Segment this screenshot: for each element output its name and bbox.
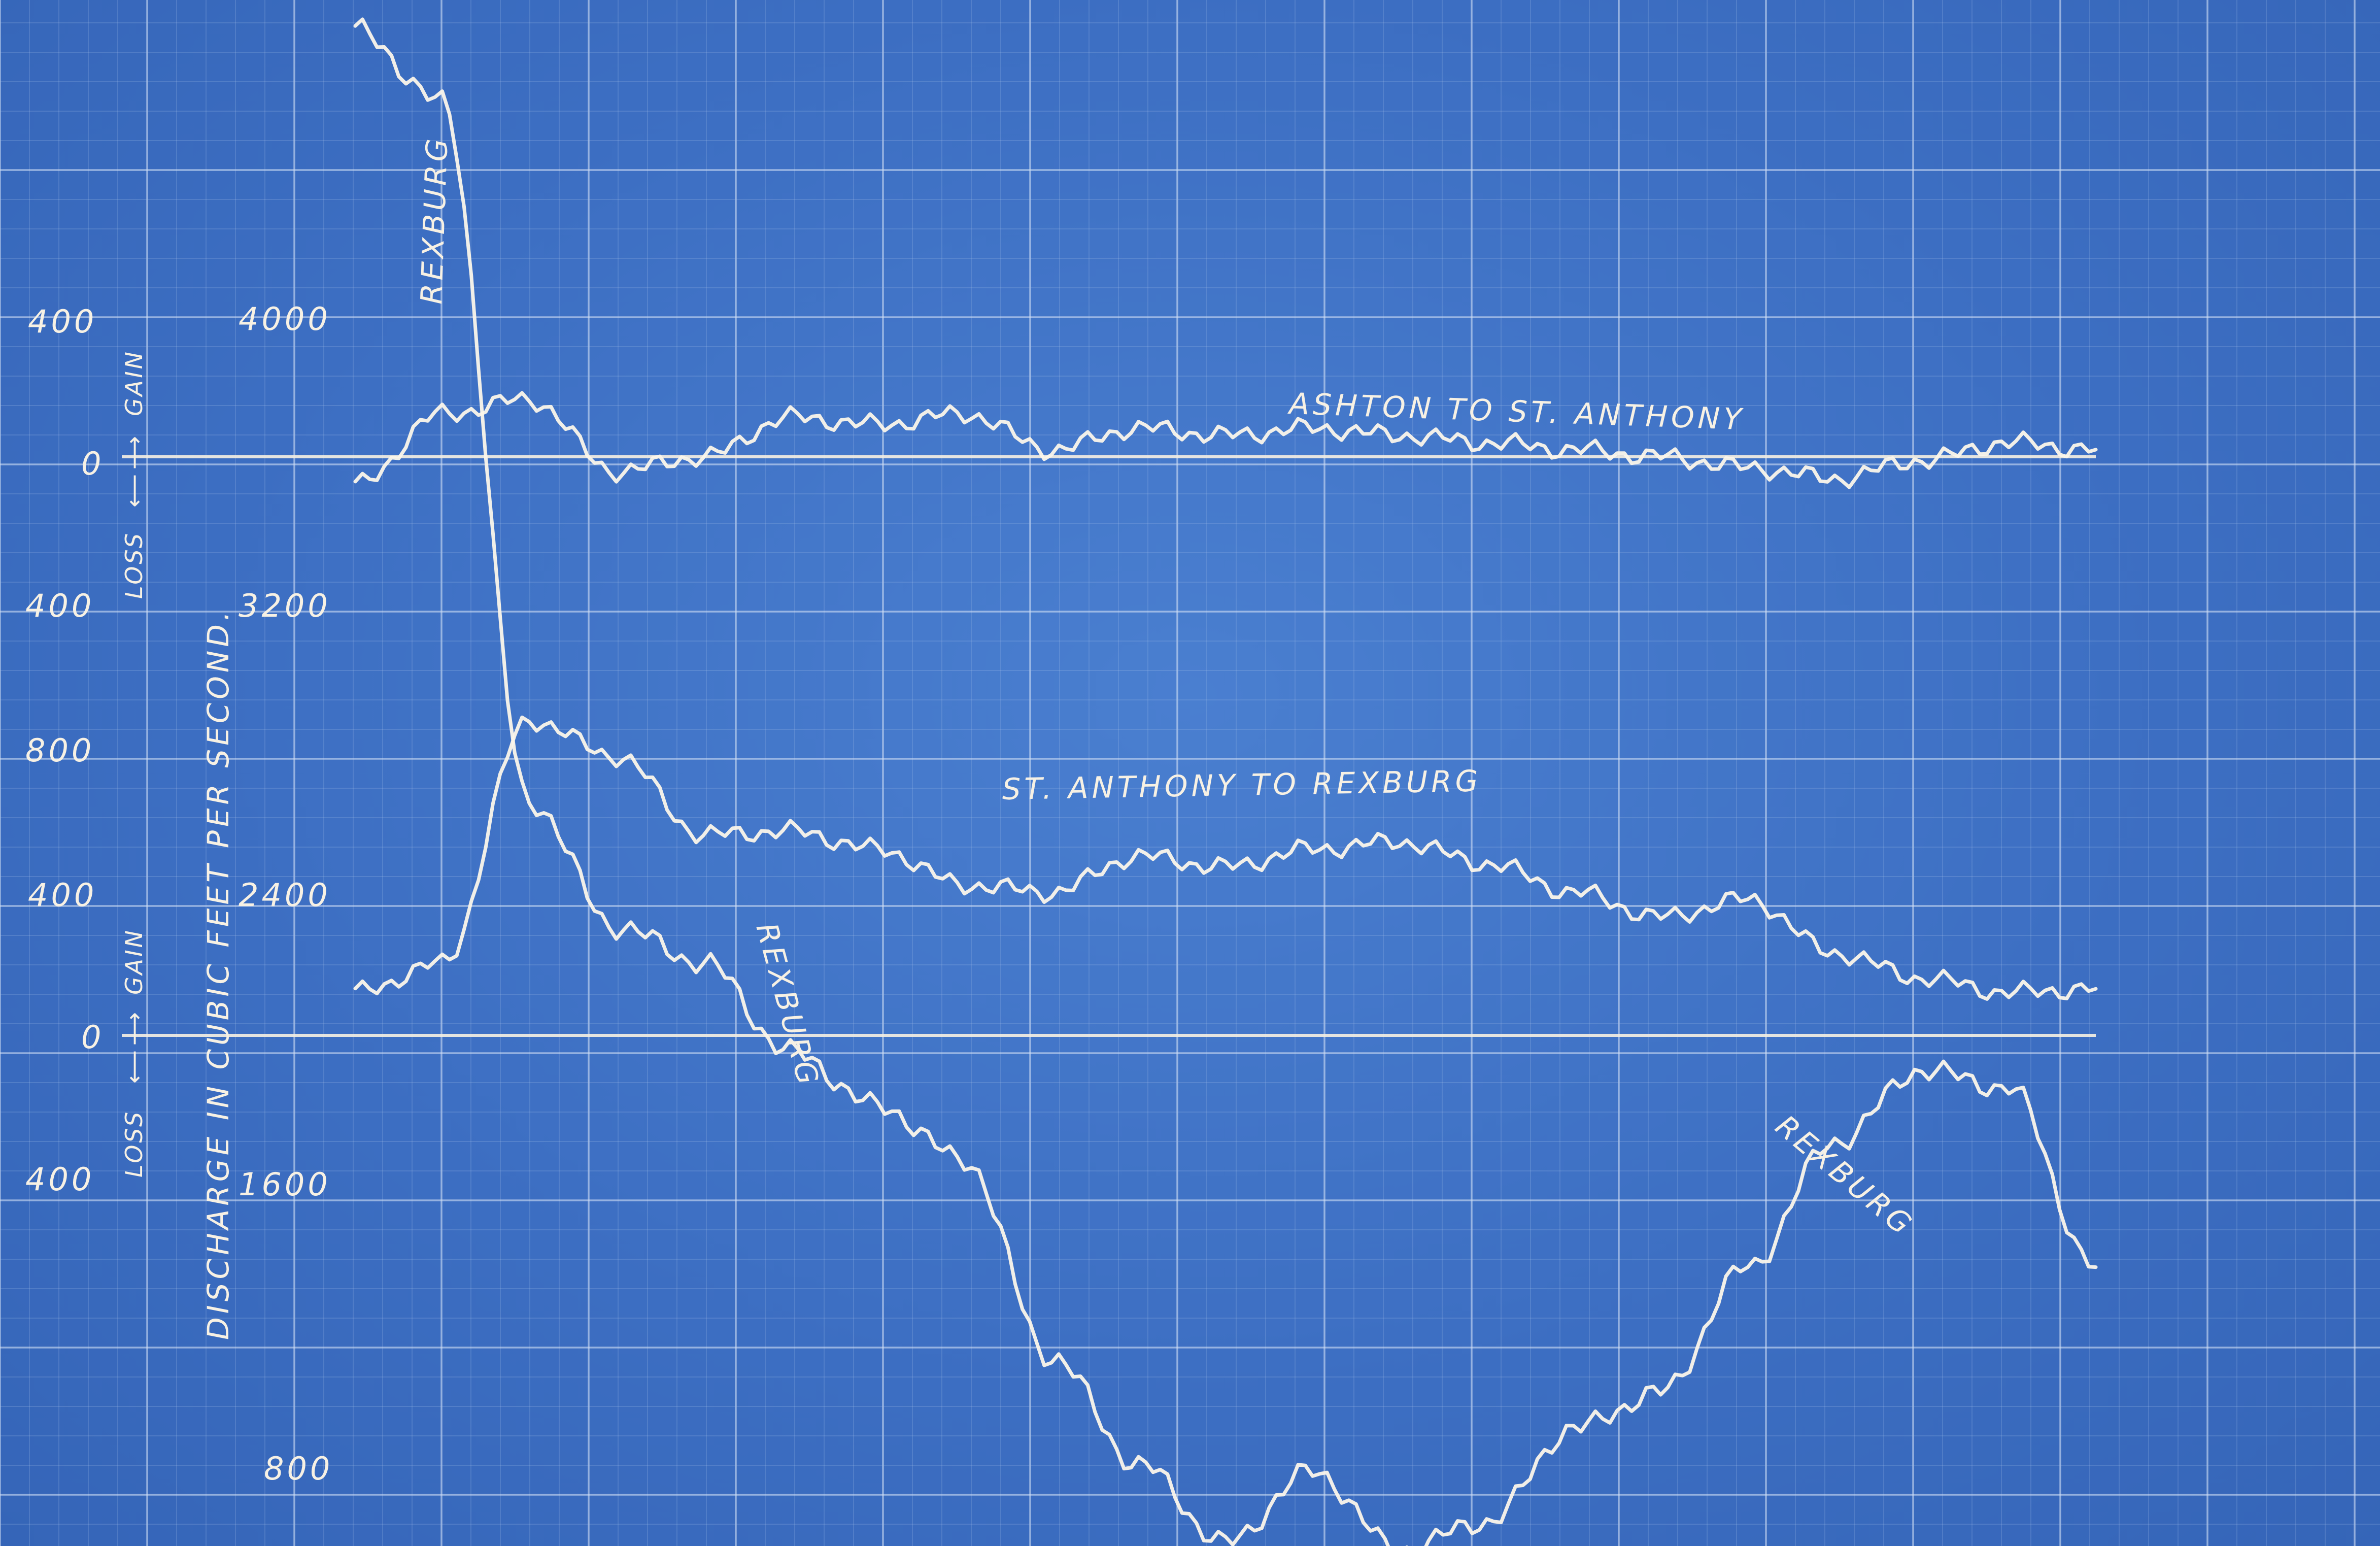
annotation-st-anthony-to-rexburg: ST. ANTHONY TO REXBURG: [1002, 764, 1482, 806]
middle-tick-zero: 0: [81, 1019, 104, 1056]
discharge-tick-3200: 3200: [239, 587, 331, 624]
discharge-tick-800: 800: [264, 1450, 333, 1487]
upper-tick-bottom: 400: [25, 587, 94, 624]
middle-loss-label: LOSS: [120, 1110, 148, 1178]
annotation-rexburg-right: REXBURG: [1769, 1108, 1921, 1243]
middle-tick-neg-400: 400: [25, 1161, 94, 1198]
annotation-rexburg-top: REXBURG: [414, 135, 455, 305]
discharge-tick-1600: 1600: [239, 1166, 331, 1203]
annotation-ashton-to-st-anthony: ASHTON TO ST. ANTHONY: [1287, 386, 1746, 436]
middle-tick-800: 800: [25, 732, 94, 769]
middle-gain-arrow: ⟶: [120, 1010, 148, 1046]
middle-tick-400: 400: [28, 877, 97, 914]
series-line-ashton-to-st-anthony-1: [353, 391, 2098, 489]
upper-loss-arrow: ⟵: [120, 472, 148, 508]
upper-loss-label: LOSS: [120, 531, 148, 599]
discharge-tick-2400: 2400: [239, 877, 331, 914]
upper-tick-top: 400: [28, 303, 97, 340]
upper-tick-zero: 0: [81, 445, 104, 482]
left-axis-label: DISCHARGE IN CUBIC FEET PER SECOND.: [201, 608, 235, 1340]
gain-loss-zero-lines: [122, 455, 2096, 1037]
annotation-rexburg-middle: REXBURG: [749, 919, 826, 1091]
middle-gain-label: GAIN: [120, 928, 148, 995]
upper-gain-arrow: ⟶: [120, 434, 148, 469]
series-line-rexburg-0: [353, 17, 2098, 1546]
upper-gain-label: GAIN: [120, 350, 148, 416]
series-line-st-anthony-to-rexburg-2: [353, 715, 2098, 1001]
middle-loss-arrow: ⟵: [120, 1048, 148, 1084]
discharge-tick-4000: 4000: [239, 300, 331, 338]
discharge-curves: [353, 17, 2098, 1546]
